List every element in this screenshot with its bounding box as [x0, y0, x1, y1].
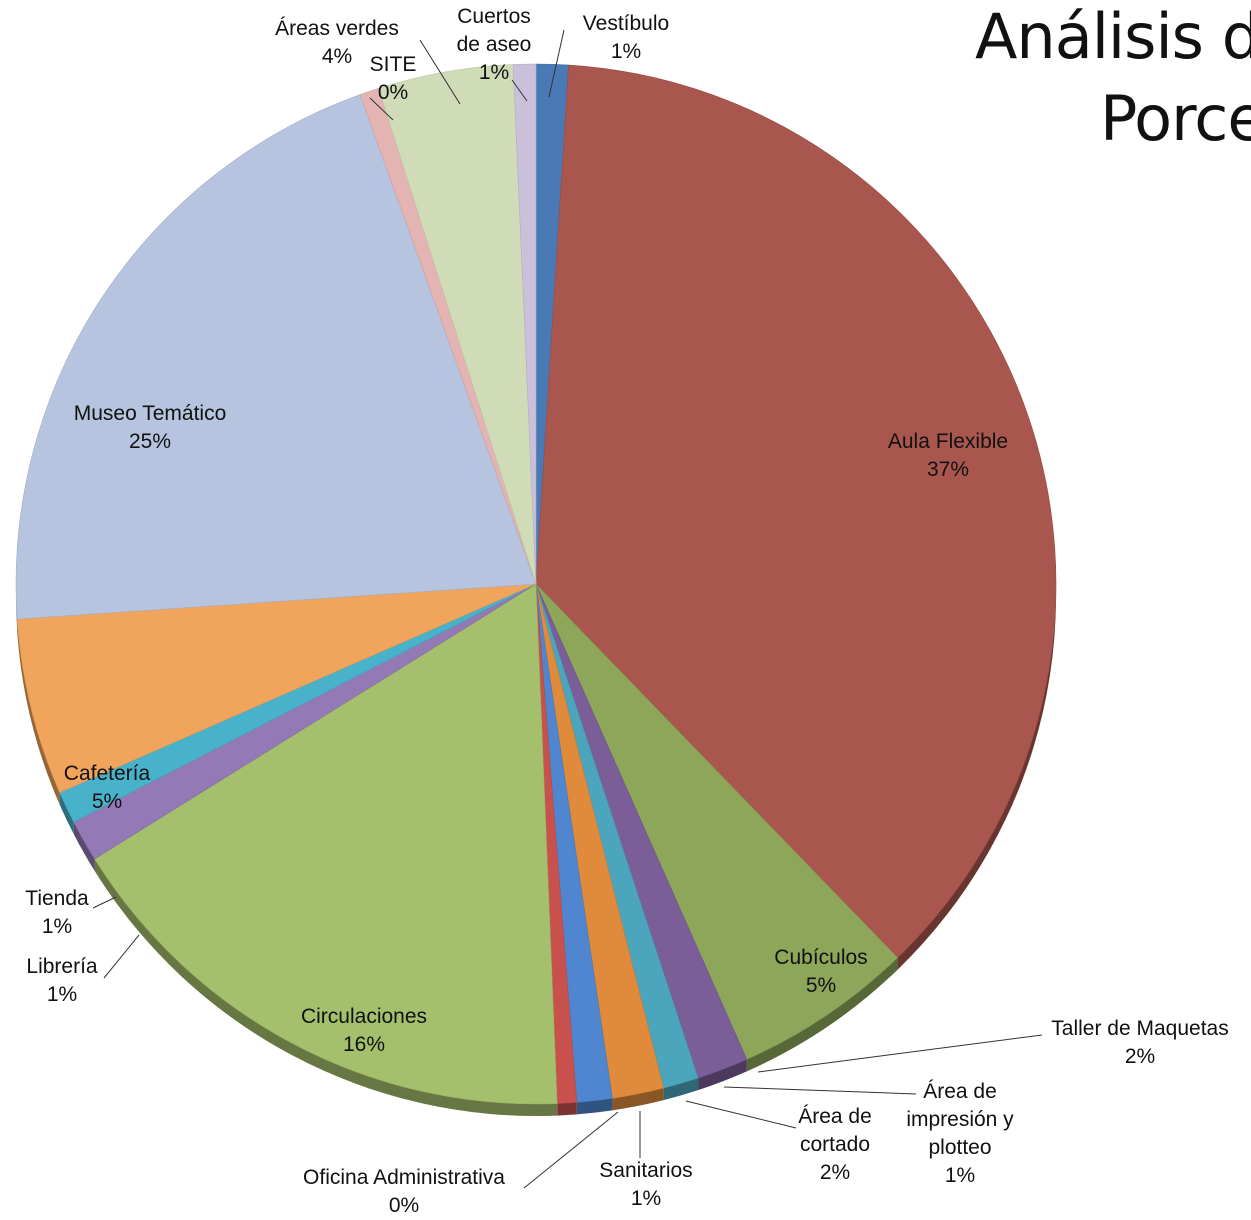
slice-labels: Vestíbulo 1% Aula Flexible 37% Cubículos 5% Ta…: [25, 5, 1228, 1217]
slice-label-cafeteria: Cafetería 5%: [64, 762, 151, 813]
chart-title-line-1: Análisis d: [975, 0, 1251, 73]
slice-label-taller-de-maquetas: Taller de Maquetas 2%: [1051, 1017, 1228, 1068]
slice-label-sanitarios: Sanitarios 1%: [599, 1159, 692, 1210]
slice-cuertos-de-aseo: [512, 63, 537, 585]
slice-label-museo-tematico: Museo Temático 25%: [74, 402, 227, 453]
slice-name-sanitarios: Sanitarios: [599, 1159, 692, 1182]
slice-percent-vestibulo: 1%: [611, 40, 641, 63]
slice-name-site: SITE: [370, 53, 417, 76]
slice-depth-oficina-administrativa: [557, 1102, 577, 1116]
slice-percent-aula-flexible: 37%: [927, 458, 969, 481]
slice-label-areas-verdes: Áreas verdes 4%: [275, 17, 399, 68]
slice-depth-circulaciones: [94, 858, 558, 1116]
slice-depth-sanitarios: [576, 1098, 613, 1115]
slice-percent-circulaciones: 16%: [343, 1033, 385, 1056]
slice-percent-cuertos-de-aseo: 1%: [479, 61, 509, 84]
slice-label-site: SITE 0%: [370, 53, 417, 104]
slice-percent-area-de-cortado: 2%: [820, 1161, 850, 1184]
slice-label-tienda: Tienda 1%: [25, 887, 89, 938]
slice-percent-sanitarios: 1%: [631, 1187, 661, 1210]
slice-label-area-de-cortado: Área de cortado 2%: [798, 1105, 872, 1184]
slice-name-tienda: Tienda: [25, 887, 89, 910]
chart-title-line-2: Porce: [1100, 82, 1251, 155]
slice-depth-libreria: [73, 822, 95, 871]
slice-name-vestibulo: Vestíbulo: [583, 12, 669, 35]
leader-line-area-de-cortado: [685, 1100, 797, 1129]
slice-name-area-de-cortado: Área de: [798, 1105, 872, 1128]
slice-name-area-de-impresion-y-plotteo: plotteo: [928, 1136, 991, 1159]
slice-label-area-de-impresion-y-plotteo: Área de impresión y plotteo 1%: [906, 1080, 1014, 1187]
leader-lines: [92, 29, 1043, 1189]
slice-label-oficina-administrativa: Oficina Administrativa 0%: [303, 1166, 505, 1217]
leader-line-cuertos-de-aseo: [511, 79, 528, 102]
slice-percent-cubiculos: 5%: [806, 974, 836, 997]
slice-percent-area-de-impresion-y-plotteo: 1%: [945, 1164, 975, 1187]
slice-label-aula-flexible: Aula Flexible 37%: [888, 430, 1008, 481]
slice-circulaciones: [94, 583, 558, 1105]
leader-line-site: [369, 97, 394, 121]
slice-percent-museo-tematico: 25%: [129, 430, 171, 453]
slice-percent-areas-verdes: 4%: [322, 45, 352, 68]
slice-percent-taller-de-maquetas: 2%: [1125, 1045, 1155, 1068]
leader-line-areas-verdes: [419, 39, 461, 105]
slice-name-cuertos-de-aseo: Cuertos: [457, 5, 531, 28]
slice-percent-cafeteria: 5%: [92, 790, 122, 813]
leader-line-tienda: [92, 896, 117, 909]
slice-percent-site: 0%: [378, 81, 408, 104]
slice-name-cubiculos: Cubículos: [774, 946, 867, 969]
slice-depth-taller-de-maquetas: [698, 1059, 747, 1091]
slice-percent-libreria: 1%: [47, 983, 77, 1006]
slice-depth-area-de-impresion-y-plotteo: [663, 1078, 699, 1101]
slice-name-circulaciones: Circulaciones: [301, 1005, 427, 1028]
slice-label-libreria: Librería 1%: [26, 955, 98, 1006]
leader-line-oficina-administrativa: [523, 1111, 619, 1189]
slice-name-areas-verdes: Áreas verdes: [275, 17, 399, 40]
slice-name-area-de-impresion-y-plotteo: Área de: [923, 1080, 997, 1103]
slice-depth-area-de-cortado: [612, 1088, 664, 1111]
slice-museo-tematico: [15, 94, 537, 620]
slice-label-vestibulo: Vestíbulo 1%: [583, 12, 669, 63]
slice-name-cuertos-de-aseo: de aseo: [457, 33, 532, 56]
slice-name-libreria: Librería: [26, 955, 98, 978]
slice-label-cubiculos: Cubículos 5%: [774, 946, 867, 997]
slice-depth-cubiculos: [746, 957, 898, 1072]
leader-line-taller-de-maquetas: [757, 1034, 1043, 1073]
slice-name-aula-flexible: Aula Flexible: [888, 430, 1008, 453]
slice-aula-flexible: [535, 64, 1057, 959]
leader-line-area-de-impresion-y-plotteo: [723, 1086, 917, 1095]
leader-line-vestibulo: [548, 29, 565, 98]
slice-name-area-de-impresion-y-plotteo: impresión y: [906, 1108, 1014, 1131]
slice-name-cafeteria: Cafetería: [64, 762, 151, 785]
pie-slices: [15, 63, 1057, 1105]
slice-name-museo-tematico: Museo Temático: [74, 402, 227, 425]
slice-name-taller-de-maquetas: Taller de Maquetas: [1051, 1017, 1228, 1040]
slice-name-area-de-cortado: cortado: [800, 1133, 870, 1156]
slice-depth-tienda: [59, 792, 74, 835]
slice-label-circulaciones: Circulaciones 16%: [301, 1005, 427, 1056]
slice-depth-cafeteria: [17, 619, 60, 805]
slice-percent-oficina-administrativa: 0%: [389, 1194, 419, 1217]
slice-label-cuertos-de-aseo: Cuertos de aseo 1%: [457, 5, 532, 84]
slice-name-oficina-administrativa: Oficina Administrativa: [303, 1166, 505, 1189]
leader-line-libreria: [103, 934, 140, 979]
slice-percent-tienda: 1%: [42, 915, 72, 938]
slice-cubiculos: [535, 583, 899, 1060]
slice-cafeteria: [16, 583, 537, 793]
